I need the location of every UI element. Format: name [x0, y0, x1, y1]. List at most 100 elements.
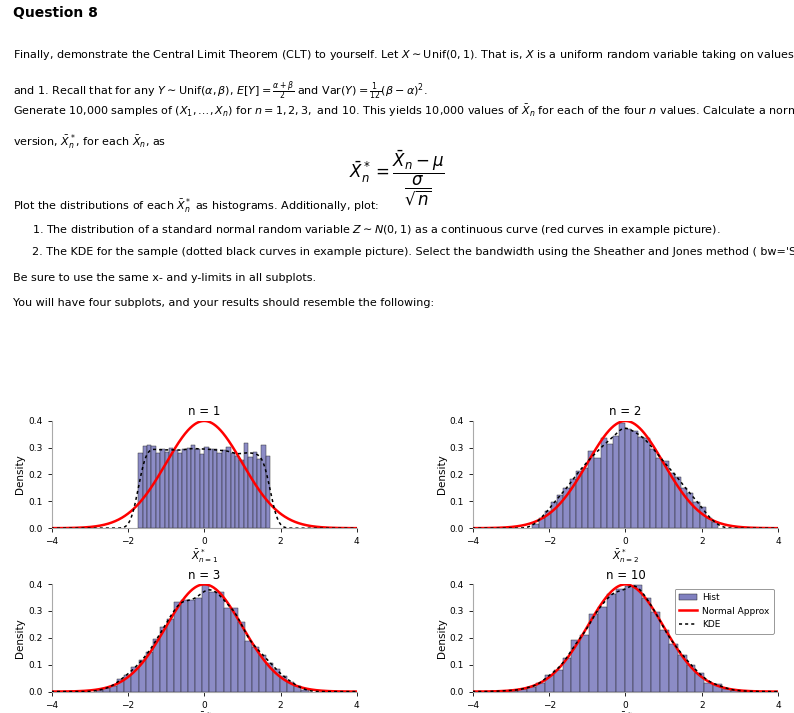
Bar: [164, 452, 169, 528]
Bar: [187, 448, 191, 528]
Bar: [675, 477, 681, 528]
Bar: [245, 641, 252, 692]
Bar: [588, 451, 595, 528]
Bar: [518, 689, 527, 692]
Bar: [510, 691, 518, 692]
Title: n = 3: n = 3: [188, 568, 221, 582]
Bar: [266, 456, 270, 528]
Bar: [266, 662, 273, 692]
Bar: [167, 619, 174, 692]
Title: n = 2: n = 2: [609, 405, 642, 418]
Bar: [538, 518, 545, 528]
Bar: [235, 456, 240, 528]
Bar: [217, 593, 224, 692]
Bar: [687, 493, 693, 528]
Bar: [178, 453, 182, 528]
Bar: [252, 647, 259, 692]
Text: 1. The distribution of a standard normal random variable $Z \sim N(0, 1)$ as a c: 1. The distribution of a standard normal…: [32, 222, 720, 237]
Bar: [182, 449, 187, 528]
Legend: Hist, Normal Approx, KDE: Hist, Normal Approx, KDE: [675, 589, 773, 634]
Bar: [138, 453, 143, 528]
Bar: [580, 635, 589, 692]
Bar: [174, 602, 181, 692]
Bar: [678, 655, 687, 692]
Bar: [527, 687, 536, 692]
Bar: [569, 479, 576, 528]
Bar: [557, 496, 564, 528]
Bar: [576, 471, 582, 528]
Bar: [145, 652, 152, 692]
Bar: [295, 686, 302, 692]
Bar: [696, 673, 704, 692]
Bar: [204, 447, 209, 528]
Bar: [210, 592, 217, 692]
Bar: [650, 448, 656, 528]
Bar: [261, 446, 266, 528]
Bar: [273, 670, 280, 692]
Bar: [195, 598, 202, 692]
Bar: [103, 688, 110, 692]
X-axis label: $\bar{X}^*_{n=2}$: $\bar{X}^*_{n=2}$: [612, 548, 639, 565]
Bar: [222, 450, 226, 528]
Bar: [169, 448, 173, 528]
Text: You will have four subplots, and your results should resemble the following:: You will have four subplots, and your re…: [13, 298, 434, 308]
Bar: [259, 655, 266, 692]
Bar: [156, 453, 160, 528]
Bar: [213, 448, 218, 528]
Bar: [631, 431, 638, 528]
Bar: [625, 586, 634, 692]
Bar: [712, 522, 718, 528]
Bar: [257, 458, 261, 528]
Bar: [110, 686, 118, 692]
Bar: [125, 675, 132, 692]
Bar: [651, 612, 660, 692]
Y-axis label: Density: Density: [15, 455, 25, 494]
Text: $\bar{X}_n^* = \dfrac{\bar{X}_n - \mu}{\dfrac{\sigma}{\sqrt{n}}}$: $\bar{X}_n^* = \dfrac{\bar{X}_n - \mu}{\…: [349, 148, 445, 208]
Bar: [722, 689, 731, 692]
Bar: [160, 449, 164, 528]
Text: version, $\bar{X}_n^*$, for each $\bar{X}_n$, as: version, $\bar{X}_n^*$, for each $\bar{X…: [13, 133, 166, 153]
Bar: [118, 679, 125, 692]
Bar: [302, 690, 309, 692]
X-axis label: $\bar{X}^*_{\cdot}$: $\bar{X}^*_{\cdot}$: [619, 711, 633, 713]
X-axis label: $\bar{X}^*_{\cdot}$: $\bar{X}^*_{\cdot}$: [197, 711, 211, 713]
Bar: [582, 468, 588, 528]
Bar: [173, 450, 178, 528]
Bar: [704, 682, 713, 692]
Bar: [669, 473, 675, 528]
Bar: [551, 502, 557, 528]
Y-axis label: Density: Density: [437, 618, 447, 657]
Bar: [147, 446, 152, 528]
Bar: [249, 457, 252, 528]
Bar: [533, 524, 538, 528]
Bar: [181, 600, 188, 692]
Bar: [669, 644, 678, 692]
Bar: [681, 488, 687, 528]
Bar: [706, 518, 712, 528]
Bar: [595, 458, 600, 528]
Bar: [634, 585, 642, 692]
Text: and 1. Recall that for any $Y \sim \mathrm{Unif}(\alpha, \beta)$, $E[Y] = \frac{: and 1. Recall that for any $Y \sim \math…: [13, 78, 427, 101]
Bar: [607, 594, 615, 692]
Bar: [132, 667, 139, 692]
Bar: [143, 446, 147, 528]
Title: n = 1: n = 1: [188, 405, 221, 418]
Bar: [152, 446, 156, 528]
Bar: [287, 682, 295, 692]
Bar: [209, 448, 213, 528]
Bar: [188, 600, 195, 692]
Bar: [619, 423, 626, 528]
Bar: [500, 691, 510, 692]
Bar: [713, 684, 722, 692]
Bar: [626, 429, 631, 528]
Bar: [656, 458, 662, 528]
Bar: [244, 443, 249, 528]
Bar: [662, 461, 669, 528]
Bar: [687, 665, 696, 692]
Bar: [230, 453, 235, 528]
Bar: [638, 437, 644, 528]
Bar: [545, 674, 553, 692]
Bar: [644, 438, 650, 528]
Bar: [226, 447, 230, 528]
Bar: [139, 660, 145, 692]
